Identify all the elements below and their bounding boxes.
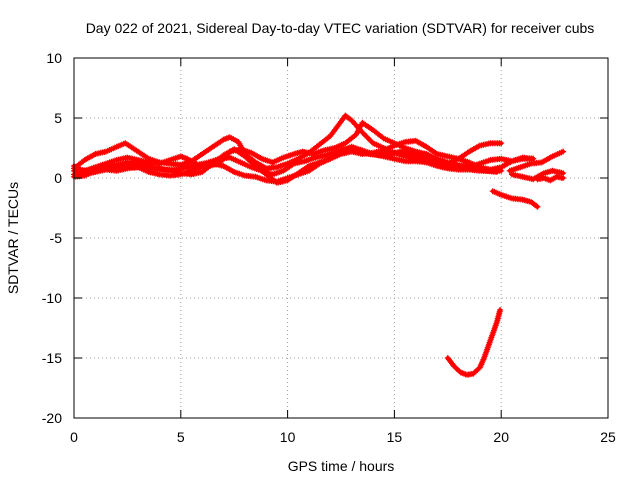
data-point [498,167,505,174]
series-track-9 [489,188,541,210]
series-track-10 [444,307,504,378]
y-tick-label: 0 [54,170,62,186]
y-tick-label: -15 [42,350,62,366]
x-tick-label: 15 [387,429,403,445]
y-tick-label: 10 [46,50,62,66]
data-point [493,169,500,175]
y-axis-label: SDTVAR / TECUs [5,182,21,294]
data-point [560,175,567,181]
data-point [497,307,504,313]
x-tick-label: 5 [177,429,185,445]
y-tick-label: -5 [50,230,63,246]
x-tick-label: 10 [280,429,296,445]
data-point [498,140,505,147]
series-track-6 [506,148,567,174]
y-tick-label: 5 [54,110,62,126]
axis-ticks: 0 5 10 15 20 25 -20 -15 -10 -5 0 5 10 [42,50,616,445]
x-tick-label: 20 [493,429,509,445]
data-series [71,112,567,378]
x-axis-label: GPS time / hours [288,458,395,474]
y-tick-label: -20 [42,410,62,426]
data-point [533,202,540,209]
series-track-8 [534,173,567,184]
chart-title: Day 022 of 2021, Sidereal Day-to-day VTE… [86,20,595,36]
data-point [534,203,541,210]
data-point [364,134,371,141]
x-tick-label: 0 [70,429,78,445]
x-tick-label: 25 [600,429,616,445]
series-track-5 [71,146,500,178]
data-point [560,148,567,155]
y-tick-label: -10 [42,290,62,306]
